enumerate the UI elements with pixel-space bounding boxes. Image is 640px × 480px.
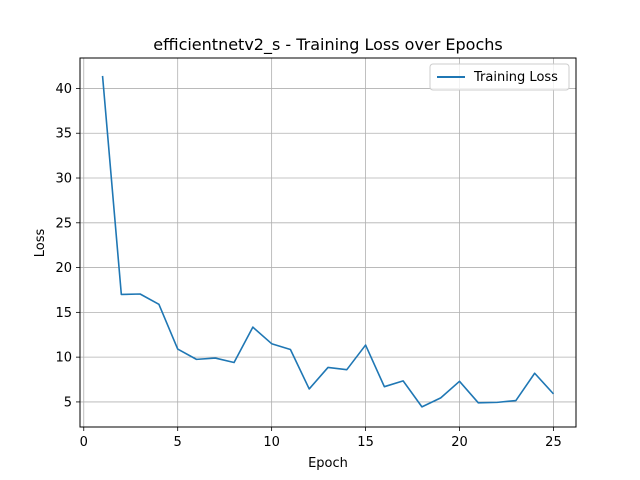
x-tick-label: 10	[263, 435, 280, 450]
legend: Training Loss	[429, 63, 570, 91]
x-axis-ticks: 0 5 10 15 20 25	[80, 427, 562, 450]
y-tick-label: 35	[55, 127, 72, 142]
y-tick-label: 25	[55, 216, 72, 231]
y-tick-label: 15	[55, 306, 72, 321]
chart-title: efficientnetv2_s - Training Loss over Ep…	[153, 35, 503, 55]
y-tick-label: 10	[55, 351, 72, 366]
x-tick-label: 15	[357, 435, 374, 450]
series-line-training-loss	[101, 75, 555, 408]
x-tick-label: 25	[545, 435, 562, 450]
legend-box	[429, 63, 570, 91]
series-group	[101, 75, 555, 408]
x-tick-label: 20	[451, 435, 468, 450]
y-tick-label: 40	[55, 82, 72, 97]
x-axis-label: Epoch	[308, 456, 348, 471]
y-axis-ticks: 5 10 15 20 25 30 35 40	[55, 82, 80, 410]
y-tick-label: 30	[55, 172, 72, 187]
y-axis-label: Loss	[33, 229, 48, 258]
x-tick-label: 0	[80, 435, 88, 450]
legend-label: Training Loss	[473, 70, 558, 85]
x-tick-label: 5	[174, 435, 182, 450]
y-tick-label: 20	[55, 261, 72, 276]
y-tick-label: 5	[64, 395, 72, 410]
plot-frame	[79, 57, 577, 428]
